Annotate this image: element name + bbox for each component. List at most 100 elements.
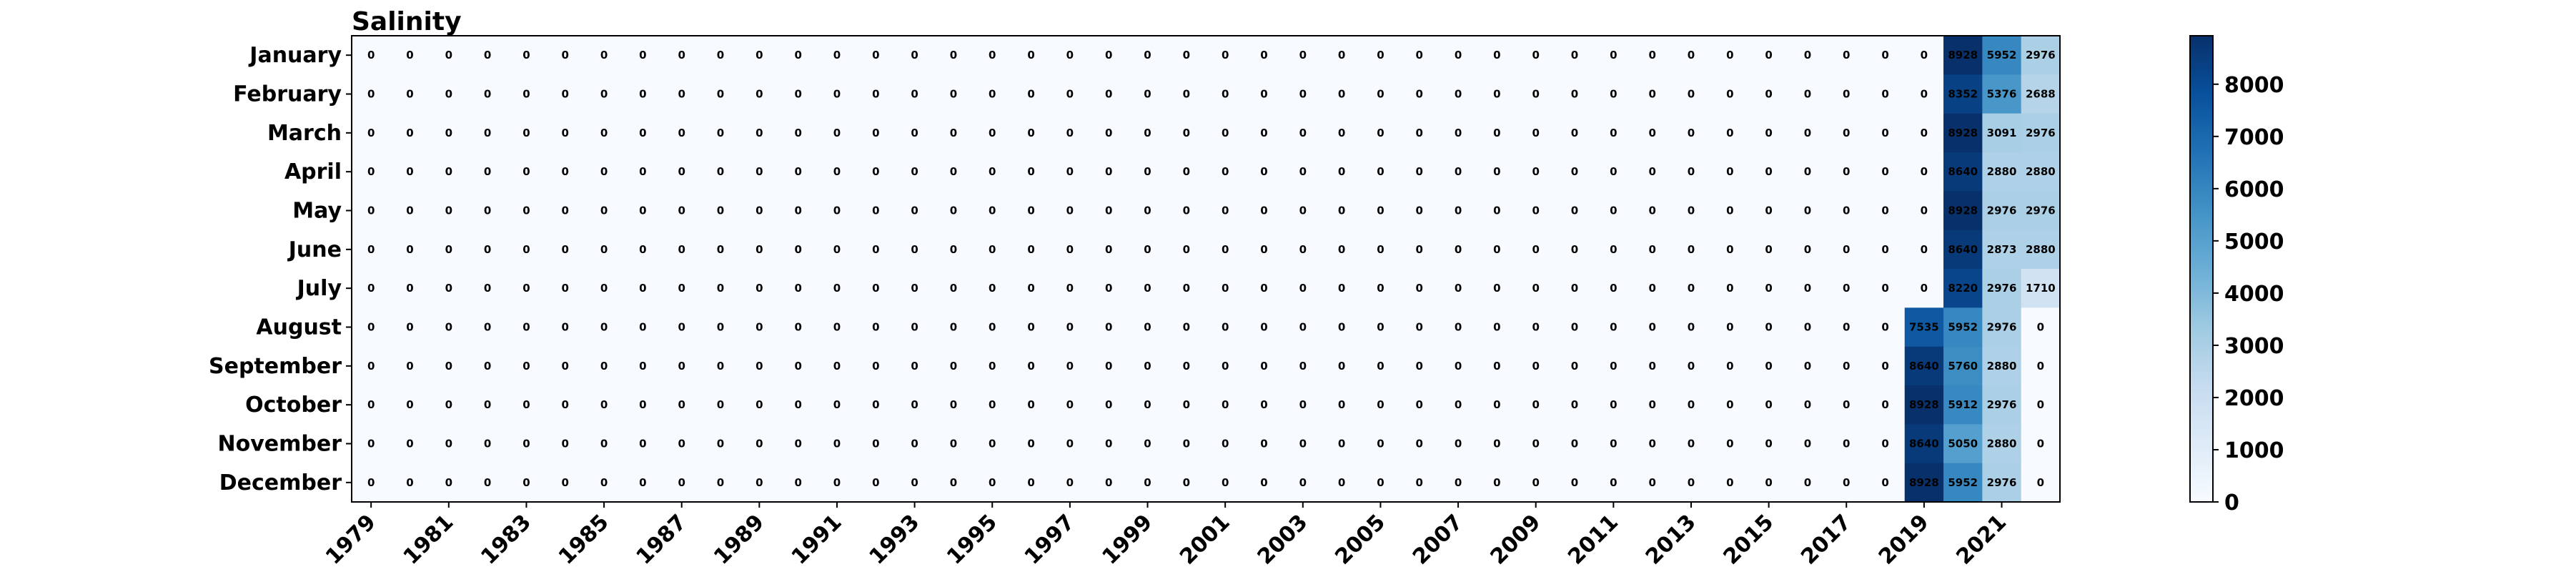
- heatmap-cell-value: 0: [1222, 476, 1229, 489]
- heatmap-cell: [2021, 269, 2061, 308]
- heatmap-cell-value: 0: [1688, 321, 1695, 334]
- heatmap-cell-value: 0: [1299, 243, 1307, 256]
- heatmap-cell: [1671, 307, 1711, 347]
- heatmap-cell-value: 0: [406, 398, 413, 411]
- heatmap-cell: [1244, 230, 1284, 270]
- heatmap-cell-value: 0: [1532, 476, 1539, 489]
- heatmap-cell-value: 0: [717, 88, 724, 101]
- heatmap-cell: [856, 307, 896, 347]
- heatmap-cell-value: 0: [1493, 204, 1500, 217]
- heatmap-cell: [933, 74, 974, 114]
- heatmap-cell: [1322, 74, 1362, 114]
- heatmap-cell-value: 0: [989, 321, 996, 334]
- heatmap-cell: [1749, 74, 1789, 114]
- heatmap-cell-value: 0: [1066, 88, 1074, 101]
- colorbar-tick-label: 6000: [2224, 177, 2284, 202]
- heatmap-cell: [545, 152, 585, 192]
- heatmap-cell: [1633, 113, 1673, 153]
- heatmap-cell: [662, 113, 702, 153]
- heatmap-cell-value: 0: [1881, 165, 1888, 178]
- heatmap-cell: [895, 74, 935, 114]
- heatmap-cell: [1206, 307, 1245, 347]
- heatmap-cell: [545, 36, 585, 75]
- heatmap-cell: [1283, 36, 1323, 75]
- heatmap-cell: [778, 385, 818, 425]
- heatmap-cell-value: 0: [562, 88, 569, 101]
- heatmap-cell-value: 8640: [1948, 243, 1978, 256]
- heatmap-cell: [1361, 191, 1401, 231]
- heatmap-cell-value: 0: [1299, 165, 1307, 178]
- heatmap-cell-value: 0: [562, 438, 569, 450]
- heatmap-cell: [1555, 191, 1595, 231]
- heatmap-cell-value: 0: [794, 360, 801, 373]
- heatmap-cell-value: 0: [794, 88, 801, 101]
- heatmap-cell: [1477, 346, 1517, 386]
- heatmap-cell-value: 0: [1881, 49, 1888, 61]
- heatmap-cell-value: 0: [1765, 476, 1772, 489]
- heatmap-cell: [1011, 463, 1051, 503]
- heatmap-cell: [1671, 113, 1711, 153]
- column-label: 2001: [1175, 510, 1235, 570]
- heatmap-cell-value: 2873: [1987, 243, 2017, 256]
- heatmap-cell-value: 0: [367, 165, 375, 178]
- heatmap-cell: [1283, 385, 1323, 425]
- heatmap-cell: [429, 152, 469, 192]
- heatmap-cell: [700, 269, 740, 308]
- heatmap-cell-value: 0: [717, 398, 724, 411]
- heatmap-cell-value: 0: [1183, 398, 1190, 411]
- heatmap-cell: [740, 152, 779, 192]
- heatmap-cell-value: 0: [1416, 88, 1423, 101]
- heatmap-cell-value: 8640: [1909, 360, 1939, 373]
- heatmap-cell: [1633, 74, 1673, 114]
- heatmap-cell-value: 0: [1066, 438, 1074, 450]
- heatmap-cell: [1982, 346, 2022, 386]
- heatmap-cell-value: 0: [1027, 49, 1034, 61]
- heatmap-cell-value: 0: [1455, 127, 1462, 139]
- heatmap-cell-value: 0: [1804, 88, 1811, 101]
- column-label: 1985: [554, 510, 614, 570]
- heatmap-cell-value: 0: [1338, 360, 1345, 373]
- heatmap-cell-value: 0: [1571, 398, 1578, 411]
- heatmap-cell-value: 0: [1843, 243, 1850, 256]
- heatmap-cell: [1206, 230, 1245, 270]
- heatmap-cell: [1788, 74, 1828, 114]
- heatmap-cell-value: 0: [1377, 360, 1384, 373]
- heatmap-cell-value: 0: [1416, 204, 1423, 217]
- heatmap-cell: [1050, 463, 1090, 503]
- heatmap-cell-value: 0: [1493, 127, 1500, 139]
- heatmap-cell: [700, 463, 740, 503]
- heatmap-cell: [817, 385, 857, 425]
- heatmap-cell-value: 0: [1066, 49, 1074, 61]
- column-label: 2005: [1330, 510, 1390, 570]
- heatmap-cell-value: 0: [1610, 321, 1617, 334]
- heatmap-cell-value: 0: [1377, 476, 1384, 489]
- heatmap-cell: [1283, 463, 1323, 503]
- heatmap-cell: [700, 230, 740, 270]
- heatmap-cell-value: 0: [794, 49, 801, 61]
- heatmap-cell-value: 0: [911, 360, 918, 373]
- heatmap-cell-value: 0: [445, 476, 452, 489]
- heatmap-cell: [352, 424, 391, 464]
- heatmap-cell-value: 0: [1921, 204, 1928, 217]
- heatmap-cell-value: 0: [833, 438, 841, 450]
- heatmap-cell: [584, 269, 624, 308]
- heatmap-cell-value: 0: [950, 282, 957, 295]
- heatmap-cell-value: 0: [2037, 476, 2044, 489]
- heatmap-cell: [2021, 346, 2061, 386]
- heatmap-cell-value: 0: [1455, 204, 1462, 217]
- heatmap-cell-value: 0: [1648, 398, 1655, 411]
- heatmap-cell: [2021, 463, 2061, 503]
- heatmap-cell-value: 0: [600, 127, 608, 139]
- heatmap-cell-value: 0: [1843, 438, 1850, 450]
- heatmap-cell-value: 0: [872, 282, 879, 295]
- column-label: 1983: [476, 510, 536, 570]
- heatmap-cell: [352, 74, 391, 114]
- heatmap-cell: [1361, 152, 1401, 192]
- heatmap-cell-value: 0: [1416, 49, 1423, 61]
- heatmap-cell-value: 2880: [2026, 243, 2056, 256]
- heatmap-cell-value: 0: [1921, 49, 1928, 61]
- heatmap-cell-value: 0: [1222, 127, 1229, 139]
- column-label: 1999: [1097, 510, 1157, 570]
- heatmap-cell: [1400, 113, 1440, 153]
- heatmap-cell: [1943, 307, 1983, 347]
